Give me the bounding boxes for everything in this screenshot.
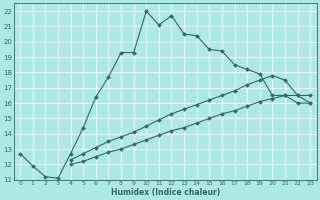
- X-axis label: Humidex (Indice chaleur): Humidex (Indice chaleur): [111, 188, 220, 197]
